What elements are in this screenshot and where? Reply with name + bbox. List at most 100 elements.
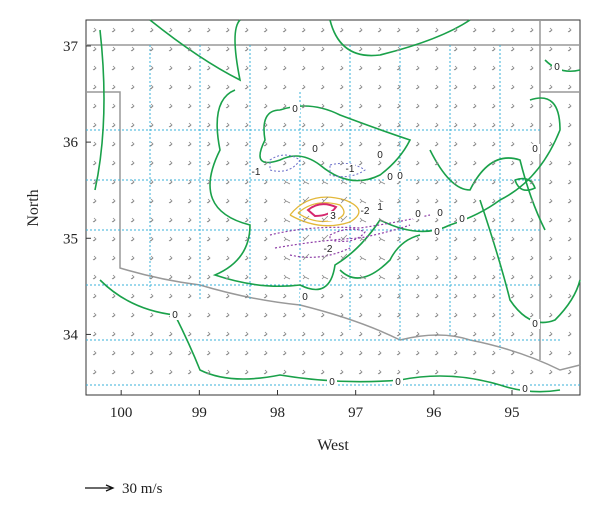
vector <box>187 198 192 204</box>
vector <box>472 160 477 166</box>
vector <box>359 198 367 204</box>
vector <box>567 84 572 90</box>
vector <box>358 103 363 109</box>
vector <box>377 141 382 147</box>
vector <box>283 236 291 242</box>
vector <box>320 331 325 337</box>
vector <box>244 198 249 204</box>
vector <box>92 312 97 318</box>
vector <box>168 103 173 109</box>
contour-label-bg <box>375 202 385 212</box>
vector <box>434 331 439 337</box>
contour-label: 0 <box>532 319 538 330</box>
vector <box>396 103 401 109</box>
vector <box>92 236 97 242</box>
contour-label-bg <box>552 62 562 72</box>
vector <box>377 84 382 90</box>
vector <box>263 236 268 242</box>
vector <box>472 312 477 318</box>
vector <box>187 331 192 337</box>
vector <box>378 236 386 242</box>
vector <box>548 179 553 185</box>
contour-label-bg <box>520 384 530 394</box>
vector <box>358 141 363 147</box>
vector <box>321 253 329 261</box>
vector <box>149 236 154 242</box>
contour-label: 1 <box>377 202 383 213</box>
vector <box>282 369 287 375</box>
vector <box>548 27 553 33</box>
vector <box>302 253 310 261</box>
vector <box>378 217 386 223</box>
vector <box>283 198 291 204</box>
vector <box>111 65 116 71</box>
vector <box>453 46 458 52</box>
contour-label-bg <box>435 208 445 218</box>
vector <box>434 369 439 375</box>
vector <box>111 141 116 147</box>
vector <box>453 369 458 375</box>
vector <box>491 312 496 318</box>
vector <box>92 255 97 261</box>
vector <box>510 122 515 128</box>
vector <box>263 274 268 280</box>
vector <box>301 27 306 33</box>
vector <box>396 27 401 33</box>
plot-frame <box>85 19 581 396</box>
contour-label: 0 <box>522 384 528 395</box>
vector <box>359 255 367 261</box>
vector <box>282 103 287 109</box>
vector <box>510 198 515 204</box>
vector <box>548 122 553 128</box>
reference-arrowhead <box>105 484 115 492</box>
vector <box>339 65 344 71</box>
vector <box>453 65 458 71</box>
vector <box>263 84 268 90</box>
vector <box>359 236 367 242</box>
vector <box>453 141 458 147</box>
vector <box>111 179 116 185</box>
vector <box>491 141 496 147</box>
vector <box>187 141 192 147</box>
vector <box>434 274 439 280</box>
county-lines <box>86 45 580 386</box>
vector <box>149 217 154 223</box>
vector <box>206 369 211 375</box>
vector <box>510 331 515 337</box>
vector <box>472 179 477 185</box>
vector <box>491 179 496 185</box>
vector <box>92 369 97 375</box>
vector <box>282 27 287 33</box>
x-tick-label: 100 <box>110 405 133 421</box>
vector <box>130 46 135 52</box>
vector <box>472 27 477 33</box>
vector <box>149 160 154 166</box>
vector <box>491 84 496 90</box>
vector <box>244 160 249 166</box>
vector <box>187 179 192 185</box>
vector <box>548 350 553 356</box>
vector <box>130 122 135 128</box>
contour-label-bg <box>530 319 540 329</box>
x-tick-label: 97 <box>348 405 364 421</box>
vector <box>434 198 439 204</box>
vector <box>168 331 173 337</box>
vector <box>548 217 553 223</box>
vector <box>92 179 97 185</box>
vector <box>491 198 496 204</box>
vector <box>168 122 173 128</box>
vector <box>263 46 268 52</box>
vector <box>396 217 401 223</box>
contour-label: 0 <box>459 214 465 225</box>
vector <box>415 236 420 242</box>
vector <box>472 255 477 261</box>
vector <box>358 160 363 166</box>
vector <box>548 255 553 261</box>
vector <box>149 65 154 71</box>
vector <box>358 331 363 337</box>
vector <box>510 312 515 318</box>
vector <box>340 215 348 223</box>
vector <box>149 350 154 356</box>
vector <box>187 217 192 223</box>
